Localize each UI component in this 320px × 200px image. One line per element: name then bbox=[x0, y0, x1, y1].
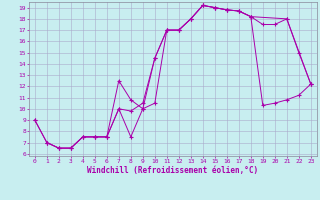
X-axis label: Windchill (Refroidissement éolien,°C): Windchill (Refroidissement éolien,°C) bbox=[87, 166, 258, 175]
